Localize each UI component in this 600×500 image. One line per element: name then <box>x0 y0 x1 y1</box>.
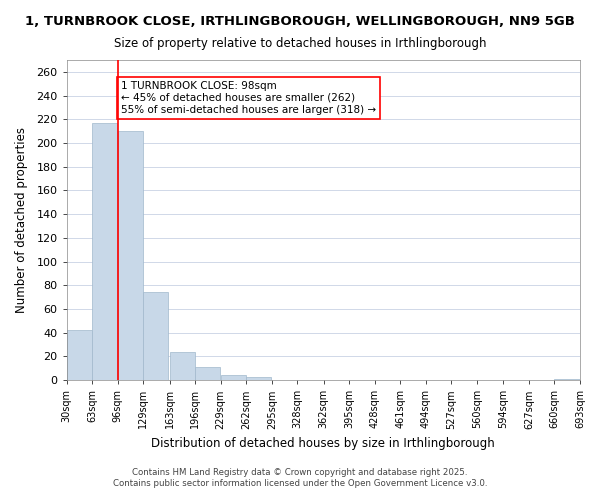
Bar <box>554 379 580 380</box>
Text: Contains HM Land Registry data © Crown copyright and database right 2025.
Contai: Contains HM Land Registry data © Crown c… <box>113 468 487 487</box>
Bar <box>170 352 195 380</box>
X-axis label: Distribution of detached houses by size in Irthlingborough: Distribution of detached houses by size … <box>151 437 495 450</box>
Bar <box>92 123 118 380</box>
Y-axis label: Number of detached properties: Number of detached properties <box>15 127 28 313</box>
Bar <box>67 330 92 380</box>
Bar <box>118 131 143 380</box>
Text: 1 TURNBROOK CLOSE: 98sqm
← 45% of detached houses are smaller (262)
55% of semi-: 1 TURNBROOK CLOSE: 98sqm ← 45% of detach… <box>121 82 376 114</box>
Bar <box>221 376 246 380</box>
Bar <box>143 292 169 380</box>
Bar <box>246 376 271 380</box>
Text: 1, TURNBROOK CLOSE, IRTHLINGBOROUGH, WELLINGBOROUGH, NN9 5GB: 1, TURNBROOK CLOSE, IRTHLINGBOROUGH, WEL… <box>25 15 575 28</box>
Text: Size of property relative to detached houses in Irthlingborough: Size of property relative to detached ho… <box>114 38 486 51</box>
Bar <box>195 367 220 380</box>
